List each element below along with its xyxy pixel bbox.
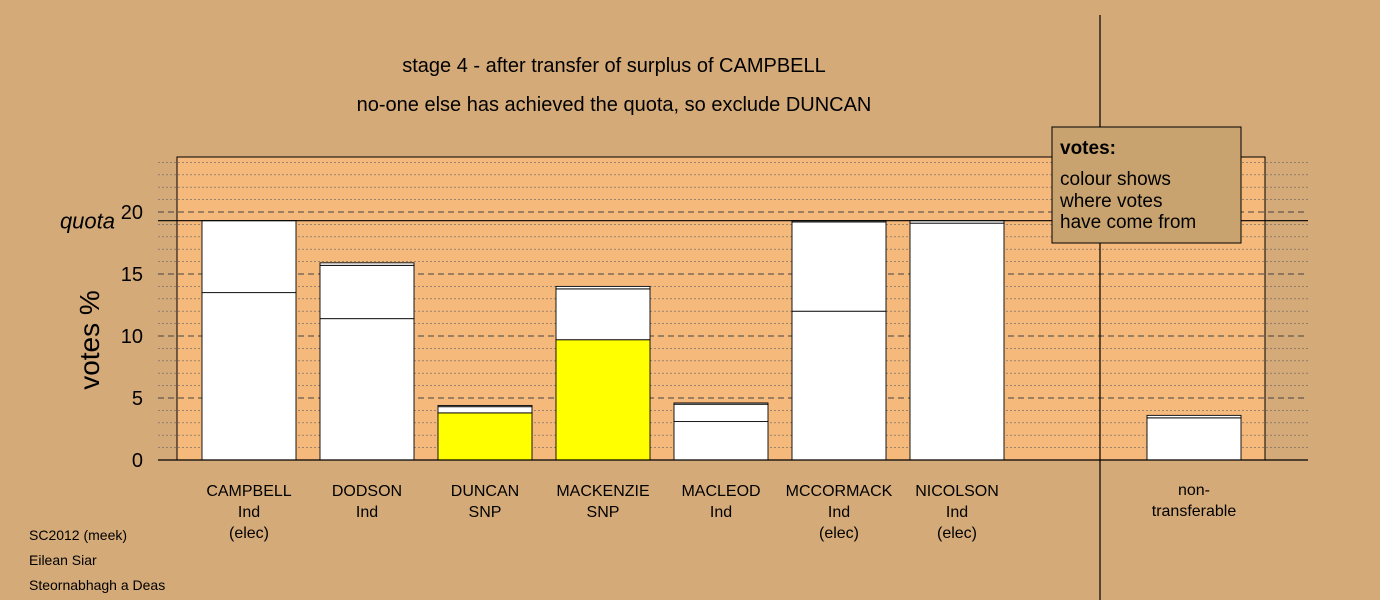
y-axis-label: votes % [74,290,105,390]
chart-subtitle: no-one else has achieved the quota, so e… [357,94,872,116]
party-label: Ind [710,504,732,521]
status-label: (elec) [229,525,269,542]
footer: SC2012 (meek) Eilean Siar Steornabhagh a… [29,527,165,593]
bar-segment [673,421,769,461]
bar-segment [201,292,297,461]
bar-segment [555,288,651,341]
candidate-name-label: DUNCAN [451,483,519,500]
nontransferable-label: transferable [1152,503,1237,520]
bar-segment [437,406,533,414]
bar-segment [555,285,651,290]
party-label: SNP [469,504,502,521]
party-label: Ind [238,504,260,521]
legend-line-1: colour shows [1060,169,1171,190]
y-tick-label: 10 [121,326,143,348]
quota-label: quota [60,209,115,234]
bar-segment [1146,414,1242,419]
y-tick-label: 0 [132,450,143,472]
party-label: Ind [356,504,378,521]
chart-title: stage 4 - after transfer of surplus of C… [402,55,826,77]
bar-segment [201,220,297,294]
candidate-name-label: MCCORMACK [786,483,893,500]
candidate-name-label: DODSON [332,483,402,500]
y-tick-label: 20 [121,202,143,224]
bar-segment [555,339,651,461]
footer-line-2: Eilean Siar [29,552,97,568]
candidate-name-label: MACKENZIE [556,483,649,500]
y-axis-ticks: 0 5 10 15 20 [121,202,143,472]
legend-background [1051,126,1242,244]
status-label: (elec) [937,525,977,542]
bar-segment [791,310,887,461]
candidate-name-label: MACLEOD [681,483,760,500]
y-tick-label: 5 [132,388,143,410]
footer-line-3: Steornabhagh a Deas [29,577,165,593]
bar-segment [319,262,415,266]
bar-segment [319,318,415,461]
bars [201,220,1242,461]
nontransferable-label: non- [1178,482,1210,499]
legend-title: votes: [1060,138,1116,159]
bar-segment [437,412,533,461]
bar-segment [437,404,533,408]
legend-box: votes: colour shows where votes have com… [1051,126,1242,244]
legend-line-2: where votes [1059,191,1162,212]
party-label: Ind [828,504,850,521]
bar-segment [673,403,769,423]
bar-segment [319,264,415,320]
status-label: (elec) [819,525,859,542]
legend-line-3: have come from [1060,212,1196,233]
party-label: SNP [587,504,620,521]
bar-segment [1146,417,1242,461]
candidate-name-label: NICOLSON [915,483,999,500]
x-axis-labels: CAMPBELL Ind (elec) DODSON Ind DUNCAN SNP MACKE… [206,482,1236,542]
bar-segment [673,402,769,405]
bar-segment [791,221,887,312]
bar-segment [909,222,1005,461]
y-tick-label: 15 [121,264,143,286]
footer-line-1: SC2012 (meek) [29,527,127,543]
candidate-name-label: CAMPBELL [206,483,291,500]
party-label: Ind [946,504,968,521]
